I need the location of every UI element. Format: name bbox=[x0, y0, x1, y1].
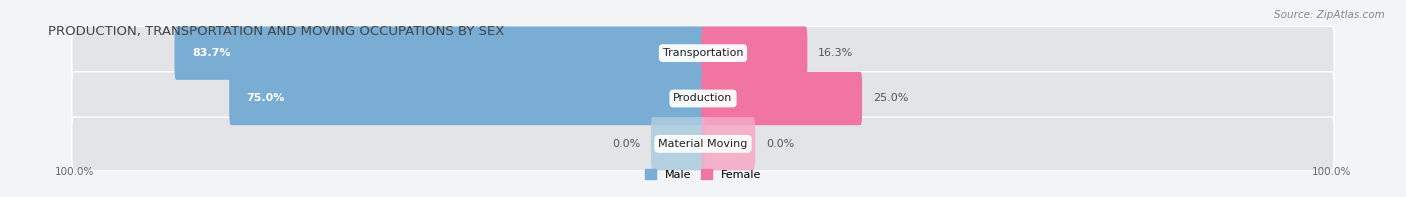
Text: PRODUCTION, TRANSPORTATION AND MOVING OCCUPATIONS BY SEX: PRODUCTION, TRANSPORTATION AND MOVING OC… bbox=[48, 25, 505, 38]
Text: 100.0%: 100.0% bbox=[1312, 167, 1351, 177]
FancyBboxPatch shape bbox=[174, 26, 704, 80]
Text: Transportation: Transportation bbox=[662, 48, 744, 58]
Text: Source: ZipAtlas.com: Source: ZipAtlas.com bbox=[1274, 10, 1385, 20]
Text: Material Moving: Material Moving bbox=[658, 139, 748, 149]
FancyBboxPatch shape bbox=[702, 72, 862, 125]
Text: 100.0%: 100.0% bbox=[55, 167, 94, 177]
FancyBboxPatch shape bbox=[702, 26, 807, 80]
Text: 83.7%: 83.7% bbox=[193, 48, 231, 58]
Text: 16.3%: 16.3% bbox=[818, 48, 853, 58]
FancyBboxPatch shape bbox=[651, 117, 704, 171]
FancyBboxPatch shape bbox=[229, 72, 704, 125]
Text: 0.0%: 0.0% bbox=[766, 139, 794, 149]
Text: Production: Production bbox=[673, 94, 733, 103]
Text: 25.0%: 25.0% bbox=[873, 94, 908, 103]
FancyBboxPatch shape bbox=[72, 117, 1334, 171]
FancyBboxPatch shape bbox=[702, 117, 755, 171]
FancyBboxPatch shape bbox=[72, 72, 1334, 125]
Text: 75.0%: 75.0% bbox=[246, 94, 285, 103]
Legend: Male, Female: Male, Female bbox=[645, 169, 761, 180]
Text: 0.0%: 0.0% bbox=[612, 139, 640, 149]
FancyBboxPatch shape bbox=[72, 26, 1334, 80]
